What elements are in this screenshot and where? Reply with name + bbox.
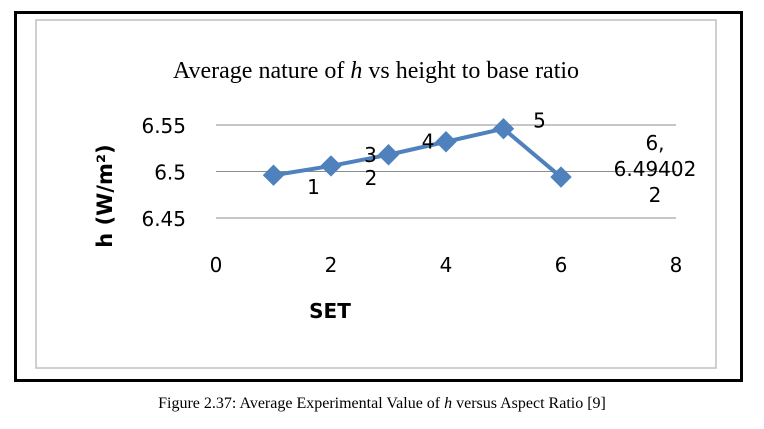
y-tick-label: 6.55 [141, 114, 186, 138]
data-point-marker [320, 155, 342, 177]
x-tick-label: 8 [670, 253, 683, 277]
chart: Average nature of h vs height to base ra… [35, 19, 717, 369]
data-label: 3 [364, 143, 377, 167]
data-point-marker [550, 166, 572, 188]
series-line [273, 126, 563, 179]
figure-caption: Figure 2.37: Average Experimental Value … [158, 395, 606, 412]
x-tick-label: 2 [325, 253, 338, 277]
y-tick-label: 6.5 [154, 161, 186, 185]
data-label: 2 [365, 166, 378, 190]
x-axis-title: SET [309, 299, 351, 323]
data-point-marker [435, 131, 457, 153]
y-tick-label: 6.45 [141, 207, 186, 231]
data-label: 5 [533, 109, 546, 133]
data-label: 6, 6.49402 2 [614, 131, 697, 207]
x-tick-label: 0 [210, 253, 223, 277]
data-label: 4 [422, 130, 435, 154]
y-axis-title: h (W/m²) [93, 144, 117, 247]
data-label: 1 [307, 175, 320, 199]
chart-title: Average nature of h vs height to base ra… [173, 58, 579, 84]
data-point-marker [492, 118, 515, 140]
x-tick-label: 6 [555, 253, 568, 277]
data-point-marker [377, 144, 400, 166]
chart-area [35, 19, 717, 369]
data-point-marker [262, 164, 285, 186]
x-tick-label: 4 [440, 253, 453, 277]
